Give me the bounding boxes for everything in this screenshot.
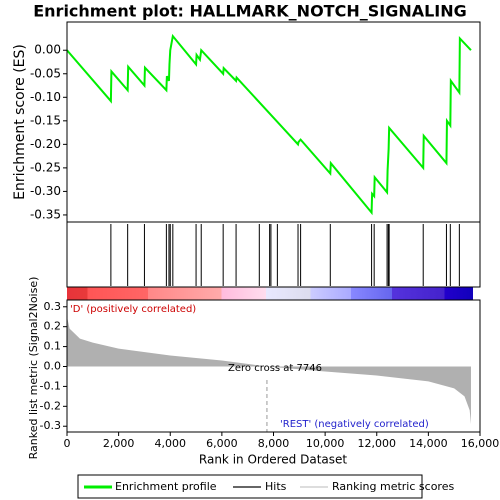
color-bar	[67, 287, 473, 300]
y-axis-label: Ranked list metric (Signal2Noise)	[27, 277, 40, 460]
legend-label: Ranking metric scores	[332, 480, 454, 493]
metric-area	[67, 316, 471, 425]
y-tick-label: -0.30	[30, 184, 61, 198]
legend: Enrichment profile Hits Ranking metric s…	[77, 474, 454, 499]
y-tick-label: 0.1	[44, 340, 62, 353]
y-tick-label: -0.35	[30, 207, 61, 221]
y-tick-label: -0.3	[40, 419, 61, 432]
x-tick-label: 6,000	[206, 437, 238, 450]
panel-frame	[66, 221, 481, 288]
y-tick-label: 0.00	[34, 43, 61, 57]
x-tick-label: 2,000	[103, 437, 135, 450]
y-tick-label: -0.10	[30, 90, 61, 104]
x-tick-label: 14,000	[409, 437, 448, 450]
x-tick-label: 12,000	[358, 437, 397, 450]
annotation: Zero cross at 7746	[228, 363, 322, 374]
y-tick-label: 0.2	[44, 320, 62, 333]
x-tick-label: 16,000	[461, 437, 500, 450]
y-tick-label: -0.20	[30, 137, 61, 151]
annotation: 'D' (positively correlated)	[70, 304, 196, 315]
y-axis-label: Enrichment score (ES)	[12, 44, 28, 200]
panel-frame	[66, 21, 481, 223]
y-tick-label: -0.1	[40, 379, 61, 392]
legend-label: Enrichment profile	[115, 480, 217, 493]
enrichment-line	[66, 33, 472, 216]
y-tick-label: -0.2	[40, 399, 61, 412]
x-tick-label: 0	[64, 437, 71, 450]
x-tick-label: 4,000	[155, 437, 187, 450]
panel-frame	[66, 299, 481, 433]
y-tick-label: -0.05	[30, 66, 61, 80]
y-tick-label: 0.3	[44, 300, 62, 313]
x-tick-label: 8,000	[258, 437, 290, 450]
y-tick-label: -0.15	[30, 113, 61, 127]
chart-title: Enrichment plot: HALLMARK_NOTCH_SIGNALIN…	[33, 2, 467, 21]
x-tick-label: 10,000	[306, 437, 345, 450]
y-tick-label: -0.25	[30, 160, 61, 174]
legend-label: Hits	[265, 480, 287, 493]
y-tick-label: 0.0	[44, 359, 62, 372]
x-axis-label: Rank in Ordered Dataset	[199, 453, 347, 467]
annotation: 'REST' (negatively correlated)	[280, 419, 429, 430]
